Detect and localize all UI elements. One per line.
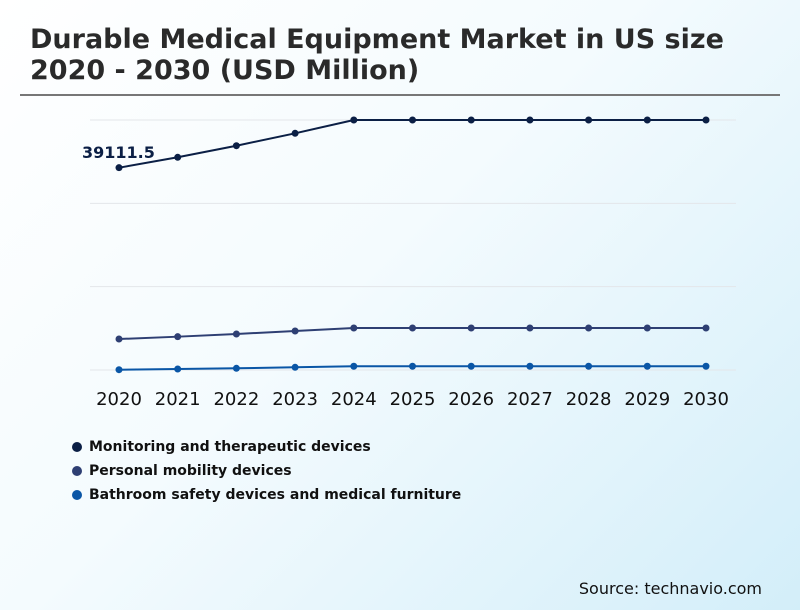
x-tick-label: 2023 bbox=[272, 389, 318, 410]
data-point bbox=[409, 362, 416, 370]
data-point bbox=[174, 333, 182, 341]
legend-label: Monitoring and therapeutic devices bbox=[89, 439, 371, 455]
data-point bbox=[702, 116, 710, 124]
data-point bbox=[291, 363, 299, 371]
data-point bbox=[643, 116, 651, 124]
x-tick-label: 2028 bbox=[566, 389, 612, 410]
x-tick-label: 2020 bbox=[96, 389, 142, 410]
legend-item: Personal mobility devices bbox=[72, 459, 461, 483]
legend-label: Bathroom safety devices and medical furn… bbox=[89, 487, 462, 503]
data-point bbox=[585, 116, 593, 124]
data-point bbox=[291, 327, 299, 335]
data-point bbox=[467, 324, 475, 332]
x-tick-label: 2021 bbox=[155, 389, 201, 410]
data-point bbox=[350, 324, 358, 332]
data-point bbox=[467, 116, 475, 124]
legend-label: Personal mobility devices bbox=[89, 463, 292, 479]
x-tick-label: 2030 bbox=[683, 389, 729, 410]
legend-marker-icon bbox=[72, 442, 82, 452]
data-point bbox=[291, 129, 299, 137]
source-label: Source: technavio.com bbox=[578, 579, 762, 598]
legend-item: Monitoring and therapeutic devices bbox=[72, 435, 461, 459]
x-tick-label: 2022 bbox=[213, 389, 259, 410]
x-tick-label: 2025 bbox=[390, 389, 436, 410]
data-point bbox=[643, 362, 651, 370]
data-point bbox=[174, 365, 182, 373]
data-label: 39111.5 bbox=[82, 143, 155, 162]
data-point bbox=[643, 324, 651, 332]
legend-marker-icon bbox=[72, 490, 82, 500]
data-point bbox=[350, 116, 358, 124]
title-divider bbox=[20, 94, 780, 96]
legend-item: Bathroom safety devices and medical furn… bbox=[72, 483, 461, 507]
data-point bbox=[585, 362, 593, 370]
data-point bbox=[232, 142, 240, 150]
data-point bbox=[115, 164, 123, 172]
data-point bbox=[174, 153, 182, 161]
x-tick-label: 2026 bbox=[448, 389, 494, 410]
data-point bbox=[526, 362, 534, 370]
data-point bbox=[232, 330, 240, 338]
chart-title: Durable Medical Equipment Market in US s… bbox=[30, 24, 724, 86]
data-point bbox=[526, 116, 534, 124]
legend-marker-icon bbox=[72, 466, 82, 476]
data-point bbox=[409, 116, 416, 124]
data-point bbox=[467, 362, 475, 370]
data-point bbox=[115, 335, 123, 343]
series-line bbox=[118, 119, 706, 169]
data-point bbox=[702, 324, 710, 332]
data-point bbox=[409, 324, 416, 332]
data-point bbox=[526, 324, 534, 332]
data-point bbox=[232, 364, 240, 372]
x-tick-label: 2024 bbox=[331, 389, 377, 410]
x-tick-label: 2027 bbox=[507, 389, 553, 410]
data-point bbox=[115, 366, 123, 374]
legend: Monitoring and therapeutic devices Person… bbox=[72, 435, 461, 507]
data-point bbox=[702, 362, 710, 370]
data-point bbox=[350, 362, 358, 370]
data-point bbox=[585, 324, 593, 332]
x-tick-label: 2029 bbox=[624, 389, 670, 410]
